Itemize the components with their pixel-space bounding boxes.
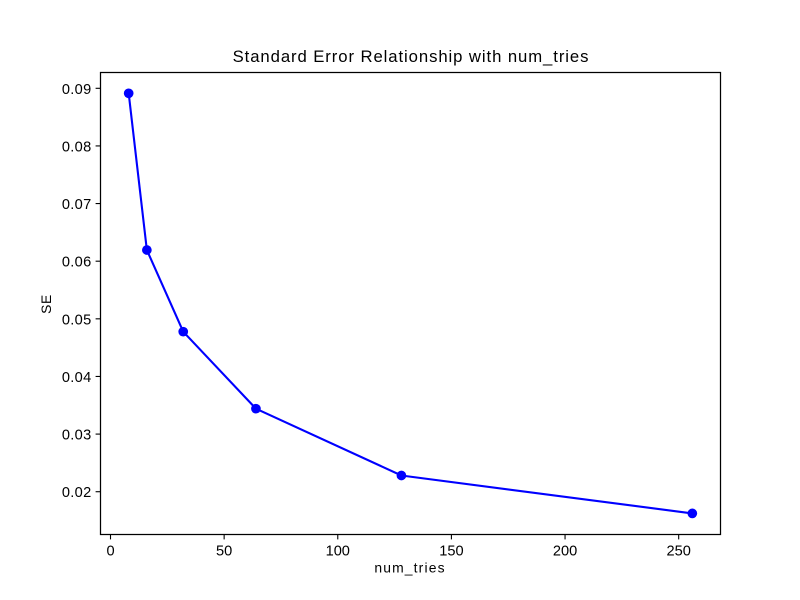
svg-text:Standard Error Relationship wi: Standard Error Relationship with num_tri… — [233, 47, 590, 66]
svg-text:0.05: 0.05 — [62, 312, 92, 328]
svg-text:0.02: 0.02 — [62, 485, 92, 501]
svg-text:0.06: 0.06 — [62, 255, 92, 271]
svg-text:0.04: 0.04 — [62, 370, 92, 386]
svg-text:0.03: 0.03 — [62, 428, 92, 444]
svg-text:0: 0 — [106, 544, 114, 560]
svg-text:50: 50 — [216, 544, 232, 560]
svg-text:0.09: 0.09 — [62, 82, 92, 98]
svg-text:250: 250 — [667, 544, 691, 560]
svg-text:150: 150 — [439, 544, 463, 560]
svg-text:100: 100 — [326, 544, 350, 560]
svg-text:200: 200 — [553, 544, 577, 560]
svg-text:SE: SE — [38, 294, 54, 314]
svg-text:0.08: 0.08 — [62, 139, 92, 155]
svg-text:num_tries: num_tries — [374, 560, 445, 576]
svg-text:0.07: 0.07 — [62, 197, 92, 213]
